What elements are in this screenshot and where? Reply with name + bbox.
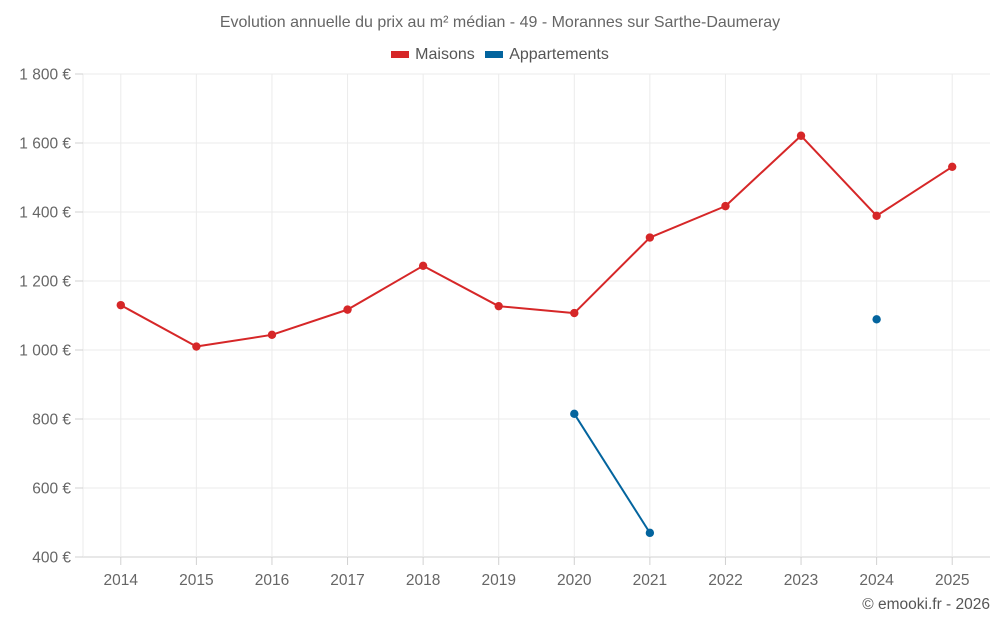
y-tick-label: 1 400 € <box>19 205 71 222</box>
legend-swatch-maisons <box>391 51 410 58</box>
chart-title: Evolution annuelle du prix au m² médian … <box>219 14 781 31</box>
legend-item-appartements[interactable]: Appartements <box>485 46 609 64</box>
series-group <box>116 131 957 538</box>
x-tick-label: 2024 <box>859 572 894 589</box>
y-tick-label: 800 € <box>32 412 71 429</box>
data-point-maisons <box>796 131 806 140</box>
gridlines <box>82 73 990 558</box>
copyright-credit: © emooki.fr - 2026 <box>862 596 990 613</box>
x-tick-label: 2019 <box>481 572 515 589</box>
y-tick-label: 400 € <box>32 550 71 567</box>
data-point-maisons <box>116 300 125 310</box>
data-point-maisons <box>948 162 957 172</box>
series-line-maisons <box>120 134 953 348</box>
data-point-appartements <box>872 315 881 324</box>
x-tick-label: 2018 <box>406 572 440 589</box>
x-tick-label: 2021 <box>633 572 667 589</box>
data-point-appartements <box>570 409 579 419</box>
y-tick-label: 1 000 € <box>19 343 71 360</box>
legend: Maisons Appartements <box>0 45 1000 64</box>
data-point-maisons <box>645 233 655 242</box>
data-point-maisons <box>418 261 428 271</box>
legend-label-appartements: Appartements <box>509 45 609 63</box>
data-point-maisons <box>267 330 277 340</box>
legend-swatch-appartements <box>485 51 504 58</box>
x-tick-label: 2023 <box>784 572 818 589</box>
x-axis: 2014 2015 2016 2017 2018 2019 2020 2021 2022 2023… <box>104 557 969 589</box>
data-point-maisons <box>721 201 730 211</box>
x-tick-label: 2025 <box>935 572 969 589</box>
x-tick-label: 2015 <box>179 572 213 589</box>
y-tick-label: 600 € <box>32 481 71 498</box>
data-point-maisons <box>192 342 201 351</box>
legend-label-maisons: Maisons <box>415 45 475 63</box>
x-tick-label: 2022 <box>708 572 742 589</box>
data-point-maisons <box>494 301 503 311</box>
data-point-maisons <box>343 305 352 314</box>
x-tick-label: 2017 <box>330 572 364 589</box>
y-tick-label: 1 200 € <box>19 274 71 291</box>
series-line-appartements <box>573 413 651 534</box>
y-tick-label: 1 800 € <box>19 67 71 84</box>
y-axis: 400 € 600 € 800 € 1 000 € 1 200 € 1 400 € 1 60… <box>19 67 83 567</box>
data-point-maisons <box>872 211 881 220</box>
data-point-appartements <box>645 528 655 538</box>
y-tick-label: 1 600 € <box>19 136 71 153</box>
x-tick-label: 2020 <box>557 572 592 589</box>
data-point-maisons <box>570 308 579 318</box>
legend-item-maisons[interactable]: Maisons <box>391 46 475 64</box>
x-tick-label: 2016 <box>255 572 289 589</box>
x-tick-label: 2014 <box>104 572 139 589</box>
